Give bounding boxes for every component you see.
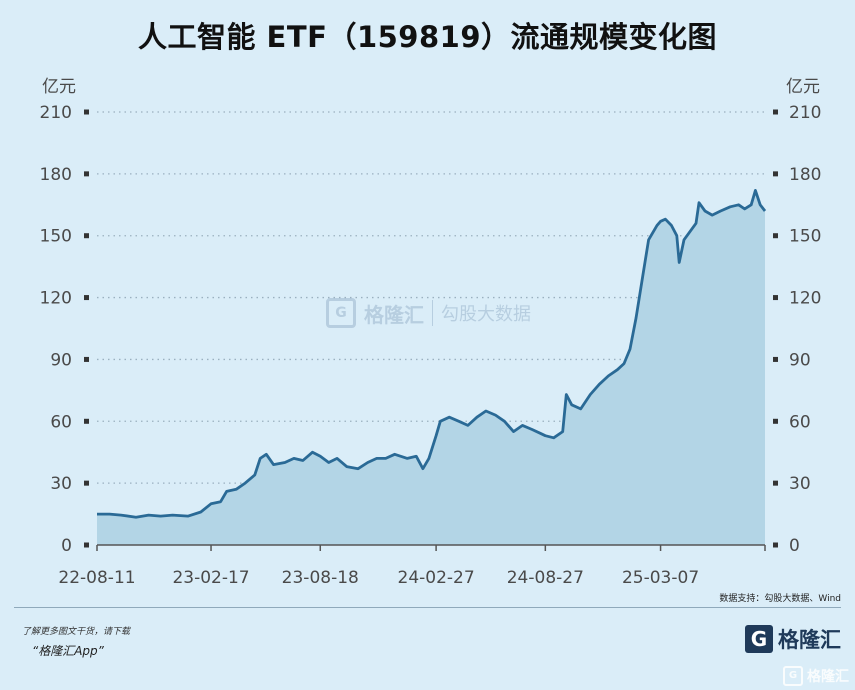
x-tick-label: 23-02-17	[172, 568, 249, 588]
y-tick-label-left: 90	[50, 350, 72, 370]
watermark-center: G 格隆汇 勾股大数据	[326, 298, 531, 328]
watermark-logo-icon: G	[326, 298, 356, 328]
y-tick-mark-right	[773, 233, 778, 239]
y-tick-mark-left	[84, 480, 89, 486]
watermark-corner: G 格隆汇	[783, 666, 849, 686]
watermark-data-text: 勾股大数据	[441, 304, 531, 325]
watermark-divider	[432, 300, 433, 326]
y-tick-mark-right	[773, 295, 778, 301]
x-tick-label: 24-08-27	[507, 568, 584, 588]
x-tick-label: 22-08-11	[58, 568, 135, 588]
y-tick-label-right: 30	[789, 474, 811, 494]
y-axis-left: 0 30 60 90 120 150 180 210	[40, 103, 89, 556]
y-tick-label-left: 60	[50, 412, 72, 432]
promo-app-name: “格隆汇App”	[32, 644, 104, 658]
y-tick-mark-left	[84, 542, 89, 548]
y-tick-mark-left	[84, 109, 89, 115]
y-tick-label-right: 210	[789, 103, 821, 123]
y-tick-mark-right	[773, 356, 778, 362]
series-line	[97, 189, 767, 519]
y-tick-label-right: 180	[789, 165, 821, 185]
y-axis-unit-right: 亿元	[786, 77, 820, 97]
area-fill	[97, 190, 765, 545]
y-tick-label-right: 120	[789, 289, 821, 309]
promo-text: 了解更多图文干货，请下载	[22, 627, 131, 637]
x-tick-label: 25-03-07	[622, 568, 699, 588]
y-tick-label-left: 120	[40, 289, 72, 309]
footer-divider	[14, 607, 841, 608]
y-tick-label-left: 210	[40, 103, 72, 123]
y-tick-mark-left	[84, 295, 89, 301]
y-tick-label-left: 30	[50, 474, 72, 494]
y-tick-label-right: 150	[789, 227, 821, 247]
y-tick-mark-right	[773, 480, 778, 486]
watermark-corner-text: 格隆汇	[807, 669, 849, 685]
data-source: 数据支持：勾股大数据、Wind	[719, 594, 841, 604]
y-tick-label-left: 180	[40, 165, 72, 185]
brand-logo: G 格隆汇	[745, 624, 841, 654]
y-tick-label-right: 90	[789, 350, 811, 370]
y-tick-mark-left	[84, 356, 89, 362]
x-tick-label: 23-08-18	[282, 568, 359, 588]
x-axis: 22-08-11 23-02-17 23-08-18 24-02-27 24-08-27…	[58, 545, 766, 588]
brand-name: 格隆汇	[778, 628, 841, 652]
y-tick-mark-right	[773, 171, 778, 177]
y-tick-mark-right	[773, 418, 778, 424]
y-tick-label-right: 0	[789, 536, 800, 556]
chart-title: 人工智能 ETF（159819）流通规模变化图	[137, 20, 718, 54]
y-tick-mark-right	[773, 542, 778, 548]
watermark-corner-icon: G	[783, 666, 803, 686]
brand-mark-icon: G	[745, 625, 773, 653]
y-tick-label-right: 60	[789, 412, 811, 432]
watermark-brand-text: 格隆汇	[364, 302, 424, 327]
y-tick-mark-left	[84, 171, 89, 177]
y-tick-label-left: 150	[40, 227, 72, 247]
y-tick-mark-left	[84, 233, 89, 239]
y-tick-mark-left	[84, 418, 89, 424]
y-tick-mark-right	[773, 109, 778, 115]
y-tick-label-left: 0	[61, 536, 72, 556]
x-tick-label: 24-02-27	[398, 568, 475, 588]
y-axis-right: 0 30 60 90 120 150 180 210	[773, 103, 821, 556]
y-axis-unit-left: 亿元	[42, 77, 76, 97]
